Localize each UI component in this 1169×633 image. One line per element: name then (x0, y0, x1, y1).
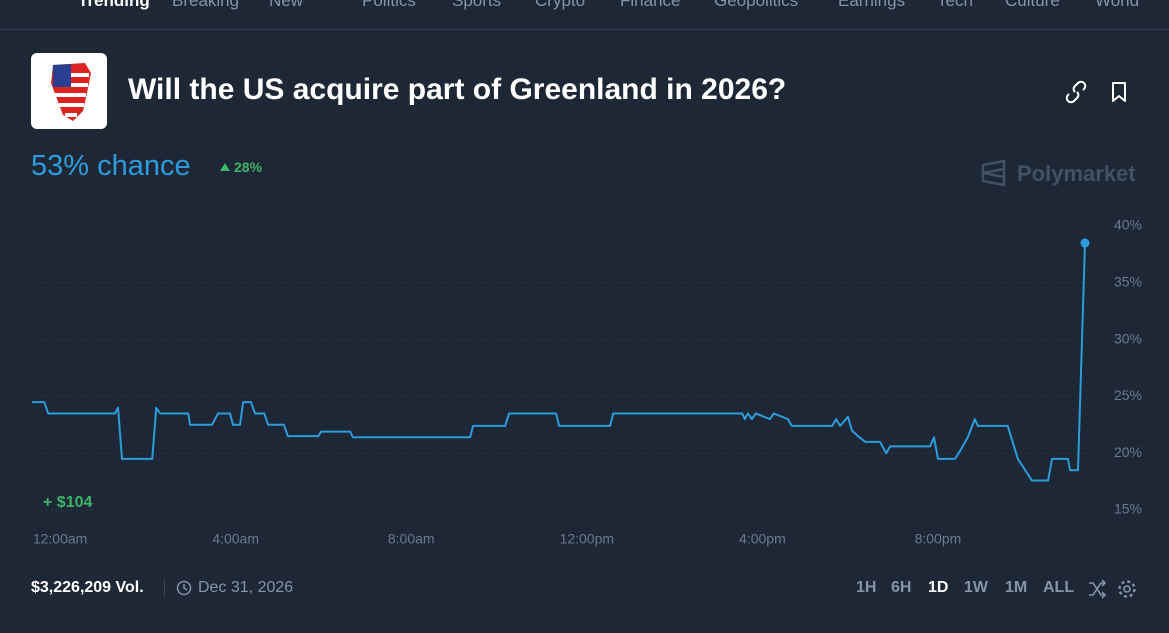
range-button[interactable]: ALL (1043, 579, 1075, 596)
x-tick-label: 4:00pm (739, 531, 786, 547)
nav-item[interactable]: Geopolitics (714, 0, 799, 10)
y-tick-label: 25% (1114, 387, 1142, 403)
separator (164, 580, 165, 596)
x-tick-label: 12:00pm (560, 531, 614, 547)
range-button[interactable]: 1M (1005, 579, 1028, 596)
y-tick-label: 30% (1114, 330, 1142, 346)
nav-item[interactable]: World (1095, 0, 1140, 10)
up-arrow (220, 163, 230, 171)
range-button[interactable]: 6H (891, 579, 912, 596)
bookmark-button[interactable] (1109, 80, 1129, 104)
y-tick-label: 35% (1114, 274, 1142, 290)
volume: $3,226,209 Vol. (31, 579, 144, 596)
flag-image (51, 63, 91, 121)
x-tick-label: 8:00pm (915, 531, 962, 547)
chance: 53% chance (31, 150, 191, 182)
nav-bar: Trending Breaking New Politics Sports Crypto F… (0, 0, 1169, 30)
change: 28% (234, 159, 263, 175)
nav-item[interactable]: Finance (620, 0, 681, 10)
last-point (1080, 238, 1090, 248)
brand: Polymarket (1017, 161, 1136, 186)
y-tick-label: 40% (1114, 217, 1142, 233)
range-button[interactable]: 1D (928, 579, 949, 596)
shuffle-button[interactable] (1087, 579, 1107, 599)
nav-item[interactable]: Earnings (838, 0, 906, 10)
nav-item[interactable]: Trending (78, 0, 150, 10)
flag-canton (53, 64, 71, 87)
nav-item[interactable]: Politics (362, 0, 416, 10)
y-tick-label: 20% (1114, 444, 1142, 460)
annotation: + $104 (43, 494, 92, 511)
range-button[interactable]: 1W (964, 579, 988, 596)
end-date: Dec 31, 2026 (198, 579, 294, 596)
x-tick-label: 8:00am (388, 531, 435, 547)
market-title: Will the US acquire part of Greenland in… (128, 73, 787, 106)
nav-item[interactable]: Culture (1005, 0, 1060, 10)
link-button[interactable] (1063, 79, 1089, 105)
clock-icon (176, 580, 192, 596)
settings-button[interactable] (1117, 579, 1137, 599)
x-tick-label: 4:00am (212, 531, 259, 547)
market-icon (31, 53, 107, 129)
nav-item[interactable]: Crypto (535, 0, 586, 10)
range-button[interactable]: 1H (856, 579, 877, 596)
y-tick-label: 15% (1114, 501, 1142, 517)
price-line (32, 243, 1086, 482)
nav-item[interactable]: Breaking (172, 0, 240, 10)
x-tick-label: 12:00am (33, 531, 87, 547)
nav-item[interactable]: Sports (452, 0, 502, 10)
brand-logo (981, 159, 1006, 187)
nav-item[interactable]: New (269, 0, 304, 10)
nav-item[interactable]: Tech (937, 0, 973, 10)
